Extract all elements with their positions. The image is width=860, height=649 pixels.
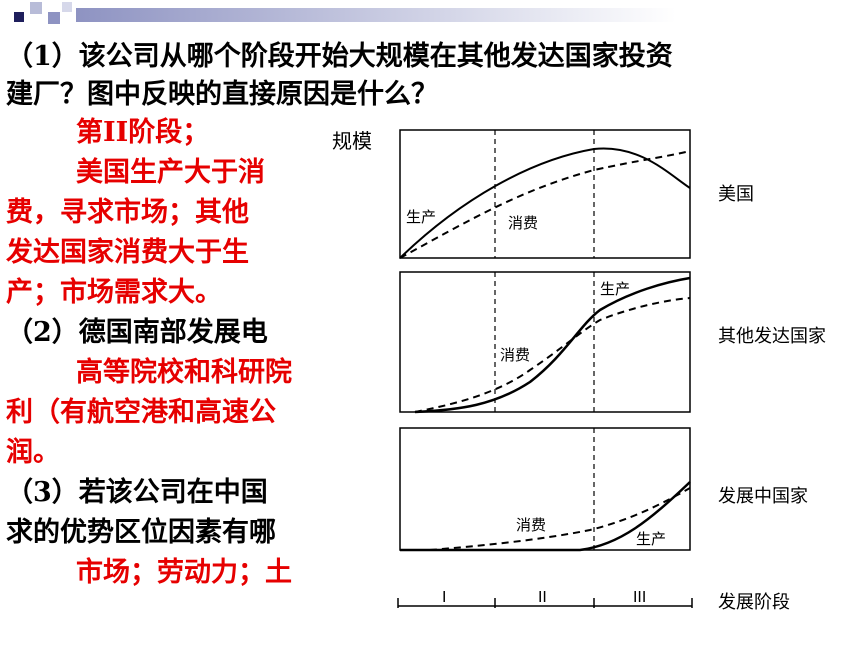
question3-line2: 求的优势区位因素有哪 [6, 517, 276, 548]
answer1-line3: 费，寻求市场；其他 [6, 197, 249, 228]
answer2-line3: 润。 [6, 437, 60, 468]
stage-label-2: II [538, 588, 547, 606]
stage-label-3: III [633, 588, 646, 606]
panel-other-developed: 生产 消费 其他发达国家 [399, 271, 826, 414]
panel-developing-consumption-label: 消费 [516, 516, 546, 534]
panel-usa-name: 美国 [718, 184, 754, 205]
panel-usa-consumption-line [399, 150, 691, 259]
panel-usa-production-line [399, 147, 691, 259]
panel-other-production-label: 生产 [600, 280, 630, 298]
question1-line1: （1）该公司从哪个阶段开始大规模在其他发达国家投资 [6, 41, 673, 72]
header-decoration [12, 0, 676, 24]
panel-other-name: 其他发达国家 [718, 326, 826, 347]
stage-axis-label: 发展阶段 [718, 592, 790, 613]
answer1-line1: 第II阶段； [76, 117, 210, 148]
answer1-line2: 美国生产大于消 [76, 157, 265, 188]
panel-developing-production-label: 生产 [636, 530, 666, 548]
answer1-line4: 发达国家消费大于生 [6, 237, 249, 268]
panel-developing-consumption-line [429, 487, 691, 551]
answer3-line1: 市场；劳动力；土 [76, 557, 292, 588]
panel-developing-name: 发展中国家 [718, 486, 808, 507]
panel-usa: 生产 消费 美国 [399, 129, 754, 259]
ylabel: 规模 [332, 129, 372, 153]
answer2-line1: 高等院校和科研院 [76, 357, 292, 388]
answer1-line5: 产；市场需求大。 [6, 277, 222, 308]
panel-other-consumption-line [414, 297, 691, 413]
panel-other-consumption-label: 消费 [500, 346, 530, 364]
panel-other-production-line [414, 276, 691, 414]
panel-usa-frame [399, 129, 691, 259]
answer2-line2: 利（有航空港和高速公 [6, 397, 276, 428]
stage-chart: 规模 生产 消费 美国 生产 消费 其他发达国家 [330, 120, 860, 645]
panel-developing: 消费 生产 发展中国家 [399, 427, 808, 552]
panel-usa-production-label: 生产 [406, 208, 436, 226]
panel-usa-consumption-label: 消费 [508, 214, 538, 232]
stage-chart-svg: 规模 生产 消费 美国 生产 消费 其他发达国家 [332, 129, 826, 613]
stage-axis: I II III 发展阶段 [397, 588, 790, 613]
question1-line2: 建厂？图中反映的直接原因是什么？ [6, 79, 438, 110]
question3-line1: （3）若该公司在中国 [6, 477, 268, 508]
stage-label-1: I [442, 588, 446, 606]
panel-other-frame [399, 271, 691, 413]
question2-line1: （2）德国南部发展电 [6, 317, 268, 348]
